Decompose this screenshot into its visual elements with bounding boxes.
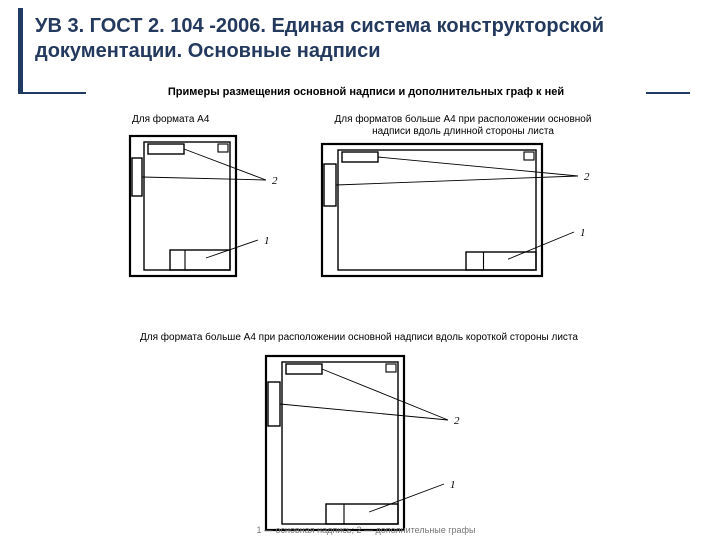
figure-row-2: Для формата больше А4 при расположении о… (86, 332, 646, 540)
svg-text:2: 2 (272, 175, 278, 187)
figure-row-1: Для формата А4 Для форматов больше А4 пр… (86, 114, 646, 314)
svg-text:1: 1 (450, 479, 456, 491)
svg-text:2: 2 (454, 415, 460, 427)
slide: УВ 3. ГОСТ 2. 104 -2006. Единая система … (0, 0, 720, 540)
diagram-row-1: 2 1 2 1 (86, 114, 646, 314)
diagram-row-2: 21 (86, 332, 646, 540)
figure-legend: 1 — основная надпись; 2 — дополнительные… (86, 525, 646, 535)
svg-text:1: 1 (580, 227, 586, 239)
page-title: УВ 3. ГОСТ 2. 104 -2006. Единая система … (35, 14, 690, 64)
figure-area: Примеры размещения основной надписи и до… (86, 80, 646, 535)
svg-text:2: 2 (584, 171, 590, 183)
svg-text:1: 1 (264, 235, 270, 247)
figure-heading: Примеры размещения основной надписи и до… (86, 86, 646, 98)
